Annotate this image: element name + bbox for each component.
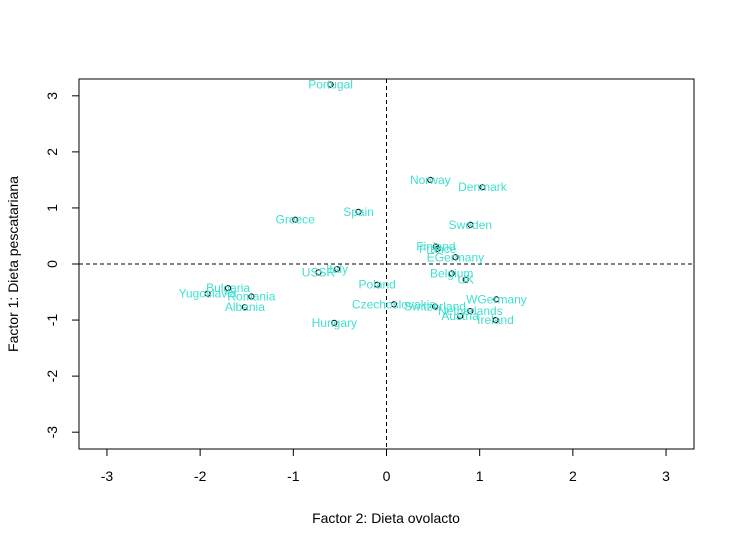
data-point	[467, 221, 474, 228]
x-tick-label: 3	[662, 468, 670, 484]
point-label: Austria	[441, 309, 479, 323]
point-label: Czechoslovakia	[352, 297, 436, 311]
data-point	[248, 293, 255, 300]
data-point	[462, 276, 469, 283]
point-label: France	[419, 242, 457, 256]
y-tick-label: -1	[44, 314, 60, 327]
point-label: Belgium	[430, 267, 473, 281]
point-label: Spain	[343, 205, 374, 219]
data-point	[493, 296, 500, 303]
x-tick-label: -1	[287, 468, 300, 484]
data-point	[224, 285, 232, 292]
data-point	[315, 269, 322, 276]
data-point	[292, 216, 299, 223]
data-point	[479, 184, 486, 191]
y-tick-label: 0	[44, 260, 60, 268]
y-tick-label: 2	[44, 148, 60, 156]
x-tick-label: -2	[194, 468, 207, 484]
data-point	[434, 245, 441, 252]
data-point	[457, 313, 464, 320]
point-labels: Portugal Norway Denmark Spain Greece Sweden Fi…	[179, 78, 527, 330]
reference-lines	[79, 79, 694, 449]
data-point	[431, 303, 439, 310]
x-tick-label: 1	[476, 468, 484, 484]
data-point	[204, 290, 211, 297]
data-point	[427, 176, 434, 184]
y-axis-label: Factor 1: Dieta pescatariana	[5, 176, 21, 352]
data-point	[448, 270, 455, 277]
point-label: Romania	[227, 290, 275, 304]
data-point	[331, 319, 338, 326]
point-label: USSR	[302, 265, 336, 279]
data-point	[334, 265, 341, 273]
point-label: Hungary	[312, 316, 357, 330]
point-label: Ireland	[477, 313, 514, 327]
point-label: Greece	[276, 213, 316, 227]
x-axis-label: Factor 2: Dieta ovolacto	[312, 510, 460, 526]
point-label: Bulgaria	[206, 281, 250, 295]
point-label: UK	[457, 273, 474, 287]
data-point	[327, 81, 334, 88]
point-label: Finland	[416, 240, 455, 254]
point-label: Yugoslavia	[179, 287, 237, 301]
point-label: Netherlands	[438, 304, 503, 318]
point-label: Switzerland	[404, 300, 466, 314]
point-label: EGermany	[427, 250, 484, 264]
point-label: WGermany	[466, 292, 527, 306]
data-point	[241, 304, 248, 311]
x-axis: -3 -2 -1 0 1 2 3	[101, 449, 670, 484]
data-points	[204, 81, 500, 326]
data-point	[355, 208, 362, 215]
point-label: Denmark	[458, 180, 508, 194]
data-point	[452, 254, 459, 261]
point-label: Italy	[326, 262, 348, 276]
y-axis: -3 -2 -1 0 1 2 3	[44, 92, 79, 439]
point-label: Portugal	[308, 78, 353, 92]
x-tick-label: 0	[383, 468, 391, 484]
point-label: Albania	[225, 300, 265, 314]
y-tick-label: -2	[44, 370, 60, 383]
point-label: Norway	[410, 173, 451, 187]
x-tick-label: 2	[569, 468, 577, 484]
x-tick-label: -3	[101, 468, 114, 484]
data-point	[390, 301, 398, 308]
y-tick-label: 3	[44, 92, 60, 100]
y-tick-label: -3	[44, 426, 60, 439]
y-tick-label: 1	[44, 204, 60, 212]
data-point	[374, 281, 381, 288]
data-point	[492, 316, 499, 324]
data-point	[467, 307, 474, 315]
point-label: Sweden	[449, 218, 492, 232]
point-label: Poland	[358, 278, 395, 292]
